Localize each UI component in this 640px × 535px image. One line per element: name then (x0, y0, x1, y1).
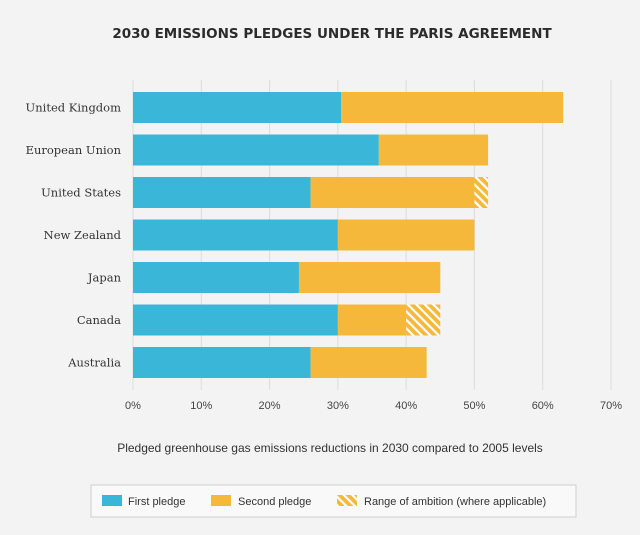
category-label: United States (41, 186, 121, 200)
category-label: Japan (87, 271, 122, 285)
range-of-ambition-bar (474, 177, 489, 208)
second-pledge-bar (337, 304, 407, 336)
first-pledge-bar (133, 304, 338, 336)
second-pledge-bar (337, 219, 475, 251)
legend-swatch-range-of-ambition (337, 495, 357, 506)
legend-swatch-first-pledge (102, 495, 122, 506)
first-pledge-bar (133, 219, 338, 251)
range-of-ambition-bar (406, 304, 441, 336)
second-pledge-bar (378, 134, 489, 166)
second-pledge-bar (310, 347, 427, 378)
category-label: Canada (77, 313, 121, 327)
second-pledge-bar (298, 262, 441, 293)
x-tick-label: 20% (259, 400, 281, 412)
x-tick-label: 10% (190, 400, 212, 412)
x-tick-label: 50% (463, 400, 485, 412)
second-pledge-bar (310, 177, 475, 208)
first-pledge-bar (133, 347, 311, 378)
legend-swatch-second-pledge (211, 495, 231, 506)
x-tick-label: 30% (327, 400, 349, 412)
first-pledge-bar (133, 134, 379, 166)
x-axis-label: Pledged greenhouse gas emissions reducti… (117, 441, 543, 455)
first-pledge-bar (133, 92, 342, 123)
second-pledge-bar (341, 92, 564, 123)
legend-label: Range of ambition (where applicable) (364, 496, 546, 508)
legend: First pledge Second pledge Range of ambiti… (90, 484, 577, 518)
x-tick-label: 40% (395, 400, 417, 412)
x-tick-label: 70% (600, 400, 622, 412)
chart-title: 2030 EMISSIONS PLEDGES UNDER THE PARIS A… (112, 26, 552, 42)
legend-box (90, 484, 577, 518)
category-label: United Kingdom (26, 101, 122, 115)
first-pledge-bar (133, 262, 299, 293)
category-label: European Union (26, 143, 122, 157)
legend-label: First pledge (128, 496, 185, 508)
first-pledge-bar (133, 177, 311, 208)
legend-label: Second pledge (238, 496, 311, 508)
x-tick-label: 60% (532, 400, 554, 412)
category-label: Australia (67, 356, 121, 370)
x-tick-label: 0% (125, 400, 141, 412)
category-label: New Zealand (44, 228, 122, 242)
